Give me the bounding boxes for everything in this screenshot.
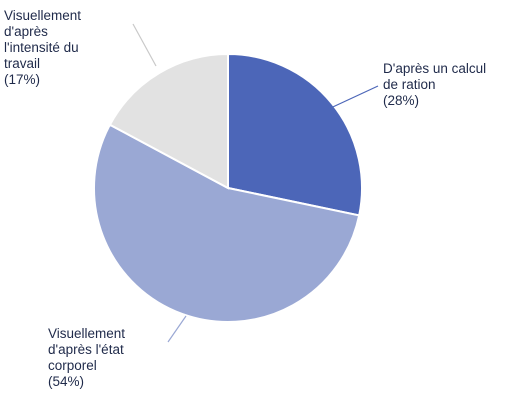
pie-slice-2	[108, 52, 229, 190]
leader-line-2	[132, 23, 157, 67]
slice-label-1-line-2: corporel	[48, 358, 97, 373]
slice-label-2-line-0: Visuellement	[4, 8, 81, 23]
slice-label-0-line-0: D'après un calcul	[383, 61, 486, 76]
slice-label-1-line-3: (54%)	[48, 374, 84, 389]
leader-line-0	[321, 85, 379, 113]
slice-label-2: Visuellement d'après l'intensité du travail…	[4, 8, 81, 87]
slice-label-2-line-4: (17%)	[4, 72, 40, 87]
pie-slice-0	[227, 52, 363, 217]
slice-label-2-line-1: d'après	[4, 24, 48, 39]
slice-label-1: Visuellement d'après l'état corporel (54%)	[48, 326, 125, 389]
pie-leader-lines	[132, 23, 379, 343]
slice-label-0: D'après un calcul de ration (28%)	[383, 61, 486, 108]
slice-label-0-line-1: de ration	[383, 77, 436, 92]
slice-label-0-line-2: (28%)	[383, 93, 419, 108]
slice-label-2-line-3: travail	[4, 56, 40, 71]
leader-line-1	[167, 315, 187, 343]
slice-label-1-line-0: Visuellement	[48, 326, 125, 341]
pie-labels: D'après un calcul de ration (28%) Visuellem…	[4, 8, 486, 389]
slice-label-2-line-2: l'intensité du	[4, 40, 79, 55]
slice-label-1-line-1: d'après l'état	[48, 342, 124, 357]
pie-slice-1	[92, 123, 361, 324]
pie-slices	[92, 52, 363, 324]
